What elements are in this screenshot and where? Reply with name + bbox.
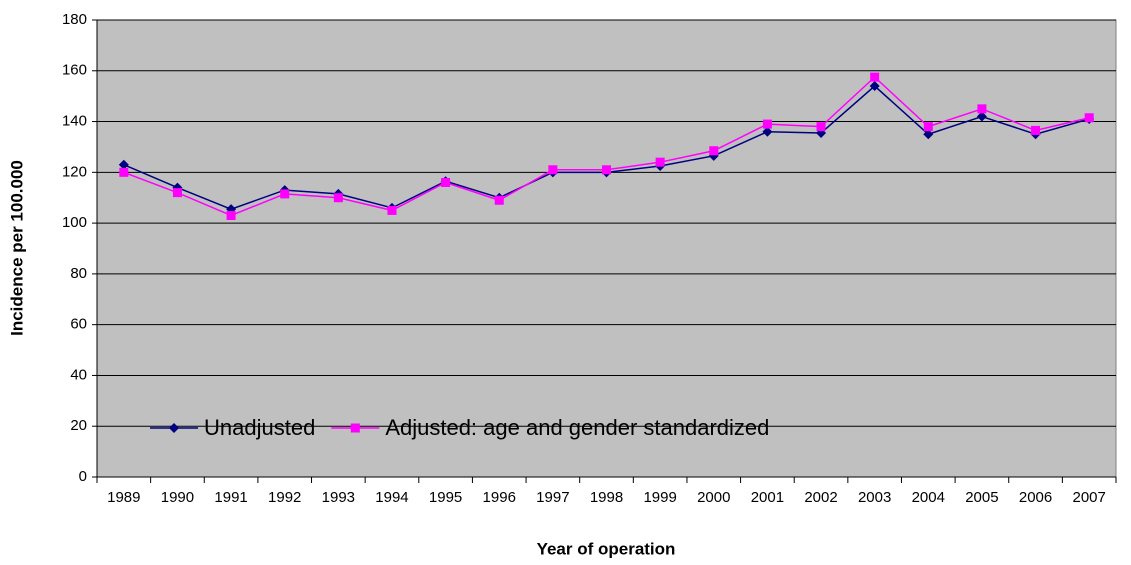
point	[1084, 113, 1094, 123]
point	[494, 195, 504, 205]
x-tick-label: 2001	[751, 489, 784, 506]
x-tick-label: 2002	[804, 489, 837, 506]
x-tick-label: 1997	[536, 489, 569, 506]
point	[816, 122, 826, 132]
point	[602, 165, 611, 175]
x-tick-label: 1989	[107, 489, 140, 506]
point	[548, 165, 558, 175]
point	[762, 126, 773, 137]
y-tick-label: 140	[62, 113, 87, 130]
point	[923, 129, 934, 140]
point	[172, 188, 182, 198]
point	[709, 146, 719, 156]
point	[976, 111, 987, 122]
point	[226, 210, 236, 220]
point	[333, 193, 343, 203]
x-tick-label: 1996	[483, 489, 516, 506]
x-tick-label: 1995	[429, 489, 462, 506]
legend-label: Unadjusted	[204, 415, 315, 440]
point	[280, 189, 290, 199]
point	[977, 104, 987, 114]
point	[869, 81, 880, 92]
y-tick-label: 160	[62, 62, 87, 79]
x-tick-label: 1998	[590, 489, 623, 506]
x-tick-label: 2003	[858, 489, 891, 506]
y-tick-label: 60	[70, 316, 87, 333]
x-tick-label: 2006	[1019, 489, 1052, 506]
x-tick-label: 2000	[697, 489, 730, 506]
point	[762, 119, 772, 129]
y-axis-title: Incidence per 100.000	[7, 160, 26, 336]
point	[118, 159, 129, 170]
point	[870, 72, 880, 82]
x-tick-label: 2005	[965, 489, 998, 506]
point	[119, 167, 129, 177]
x-tick-label: 1991	[214, 489, 247, 506]
legend-marker	[169, 423, 179, 433]
x-tick-label: 1999	[643, 489, 676, 506]
x-axis-title: Year of operation	[537, 539, 676, 558]
x-tick-label: 1994	[375, 489, 408, 506]
point	[923, 122, 933, 132]
y-tick-label: 120	[62, 163, 87, 180]
legend-label: Adjusted: age and gender standardized	[385, 415, 769, 440]
legend-marker	[350, 423, 360, 433]
plot-area	[96, 19, 1117, 478]
x-tick-label: 2007	[1072, 489, 1105, 506]
y-tick-label: 100	[62, 214, 87, 231]
x-tick-label: 1993	[322, 489, 355, 506]
y-tick-label: 80	[70, 265, 87, 282]
x-tick-label: 1990	[161, 489, 194, 506]
point	[387, 205, 397, 215]
y-tick-label: 20	[70, 417, 87, 434]
x-tick-label: 2004	[912, 489, 945, 506]
point	[441, 177, 451, 187]
y-tick-label: 0	[79, 468, 87, 485]
y-tick-label: 40	[70, 366, 87, 383]
y-tick-label: 180	[62, 11, 87, 28]
point	[1031, 125, 1041, 135]
x-tick-label: 1992	[268, 489, 301, 506]
point	[655, 157, 665, 167]
